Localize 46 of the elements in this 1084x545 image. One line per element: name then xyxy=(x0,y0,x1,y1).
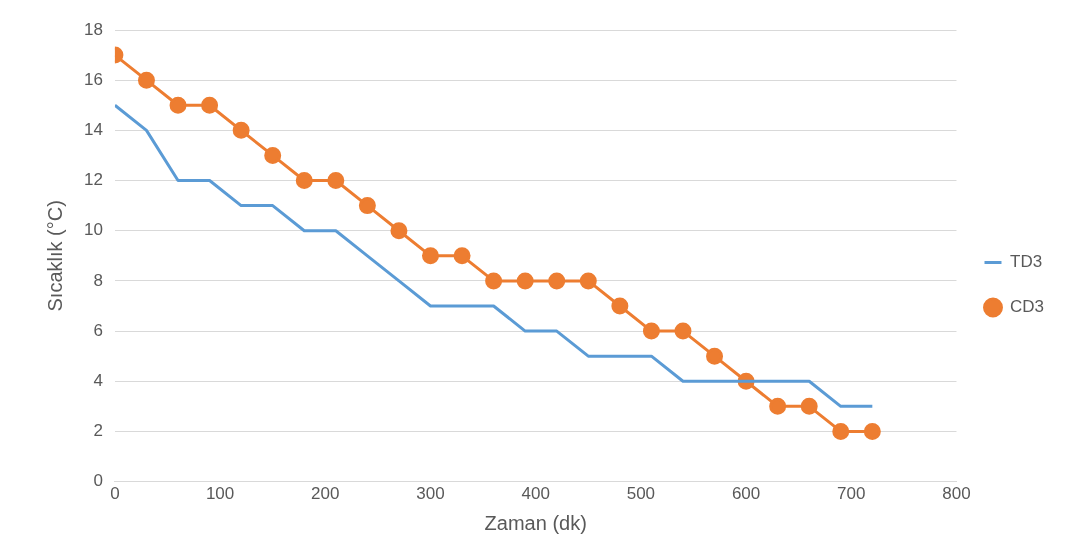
point xyxy=(579,272,597,290)
x-tick-label: 300 xyxy=(416,484,445,504)
point xyxy=(642,322,660,340)
x-tick-label: 500 xyxy=(626,484,656,504)
point xyxy=(232,121,250,139)
y-tick-label: 10 xyxy=(83,220,103,240)
point xyxy=(548,272,566,290)
y-tick-label: 6 xyxy=(93,320,103,340)
point xyxy=(516,272,534,290)
x-tick-label: 600 xyxy=(731,484,761,504)
y-tick-label: 16 xyxy=(83,69,103,89)
point xyxy=(611,297,629,315)
point xyxy=(674,322,692,340)
x-axis-title: Zaman (dk) xyxy=(484,511,587,534)
y-axis-title: Sıcaklık (°C) xyxy=(43,200,66,312)
x-tick-label: 400 xyxy=(521,484,550,504)
x-tick-label: 100 xyxy=(205,484,235,504)
point xyxy=(863,422,881,440)
point xyxy=(832,422,850,440)
x-tick-label: 200 xyxy=(311,484,340,504)
point xyxy=(137,71,155,89)
point xyxy=(422,247,439,265)
point xyxy=(706,347,724,365)
legend-label: CD3 xyxy=(1009,297,1045,317)
y-tick-label: 18 xyxy=(83,19,103,39)
point xyxy=(169,96,187,114)
point xyxy=(390,222,408,240)
y-tick-label: 2 xyxy=(93,421,103,441)
y-tick-label: 0 xyxy=(93,471,103,491)
point xyxy=(358,197,376,215)
legend-label: TD3 xyxy=(1009,252,1043,272)
x-tick-label: 700 xyxy=(837,484,866,504)
x-tick-label: 0 xyxy=(110,484,120,504)
point xyxy=(295,172,313,190)
point xyxy=(800,397,818,415)
point xyxy=(485,272,503,290)
point xyxy=(201,96,219,114)
point xyxy=(769,397,787,415)
y-tick-label: 14 xyxy=(83,120,103,140)
x-tick-label: 800 xyxy=(942,484,971,504)
point xyxy=(453,247,471,265)
y-tick-label: 12 xyxy=(83,170,103,190)
point xyxy=(327,172,345,190)
y-tick-label: 4 xyxy=(93,370,103,390)
point xyxy=(264,146,282,164)
y-tick-label: 8 xyxy=(93,270,103,290)
